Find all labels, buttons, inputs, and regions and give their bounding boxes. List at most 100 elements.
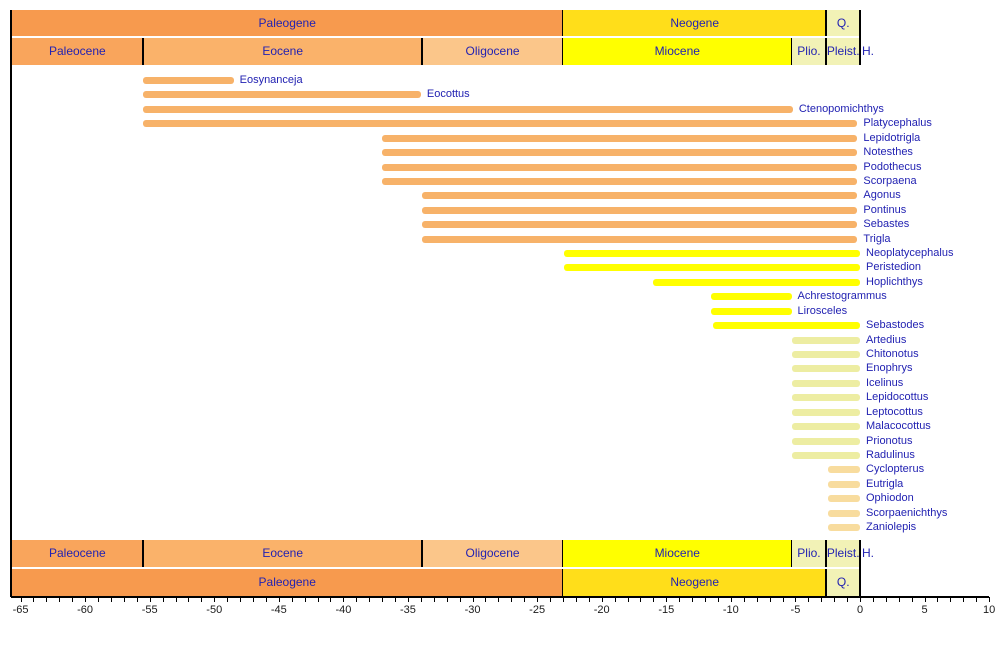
axis-tick [782, 597, 784, 602]
axis-tick-label: 5 [921, 604, 928, 616]
axis-tick [382, 597, 384, 602]
band-boundary-line [421, 540, 423, 567]
axis-tick [149, 597, 151, 602]
axis-tick [265, 597, 267, 602]
taxon-range-bar [791, 408, 860, 416]
axis-tick [369, 597, 371, 602]
epoch-bottom-band: Plio. [791, 540, 827, 567]
axis-tick [821, 597, 823, 602]
taxon-label: Cyclopterus [866, 463, 925, 476]
axis-tick [330, 597, 332, 602]
taxon-label: Platycephalus [863, 117, 932, 130]
epoch-top-band-label: Miocene [654, 44, 700, 58]
axis-tick-label: -35 [400, 604, 416, 616]
band-boundary-line [825, 569, 827, 596]
taxon-range-bar [422, 206, 858, 214]
taxon-range-bar [791, 365, 860, 373]
axis-tick-label: 0 [856, 604, 864, 616]
present-day-line-bottom [859, 540, 861, 597]
axis-tick [847, 597, 849, 602]
axis-tick [860, 597, 861, 602]
axis-tick [395, 597, 397, 602]
taxon-range-bar [422, 221, 858, 229]
epoch-top-band-label: Oligocene [465, 44, 520, 58]
taxon-label: Chitonotus [866, 347, 919, 360]
epoch-top-band: Miocene [562, 38, 792, 65]
axis-tick [989, 597, 991, 602]
axis-tick [717, 597, 719, 602]
period-top-band-label: Q. [836, 16, 850, 30]
taxon-range-bar [827, 509, 860, 517]
axis-tick-label: -20 [593, 604, 610, 616]
band-boundary-line [790, 38, 793, 65]
axis-tick [911, 597, 913, 602]
axis-tick [963, 597, 965, 602]
taxon-range-bar [143, 120, 858, 128]
taxon-label: Eosynanceja [239, 74, 303, 86]
taxon-label: Zaniolepis [866, 521, 917, 534]
axis-tick-label: -5 [790, 604, 801, 616]
period-bottom-band: Paleogene [11, 569, 563, 596]
axis-tick-label: -25 [529, 604, 546, 616]
axis-tick [343, 597, 345, 602]
axis-tick [705, 597, 707, 602]
axis-tick [356, 597, 358, 602]
axis-tick [240, 597, 242, 602]
taxon-range-bar [422, 235, 858, 243]
taxon-range-bar [791, 379, 860, 387]
period-bottom-band-label: Q. [836, 575, 850, 589]
epoch-top-band-label: Paleocene [48, 44, 106, 58]
axis-tick [33, 597, 35, 602]
axis-tick [46, 597, 48, 602]
axis-tick [123, 597, 125, 602]
period-bottom-band-label: Paleogene [258, 575, 316, 589]
epoch-top-band: Eocene [143, 38, 423, 65]
axis-tick [459, 597, 461, 602]
taxon-label: Sebastes [863, 218, 910, 231]
epoch-bottom-band: Paleocene [11, 540, 144, 567]
axis-tick [420, 597, 422, 602]
axis-tick [640, 597, 642, 602]
axis-tick [653, 597, 655, 602]
period-bottom-band: Neogene [562, 569, 827, 596]
axis-tick [692, 597, 694, 602]
axis-tick-label: -45 [270, 604, 287, 616]
taxon-label: Trigla [863, 232, 891, 245]
taxon-label: Neoplatycephalus [866, 247, 954, 260]
epoch-bottom-band: Oligocene [422, 540, 563, 567]
period-top-band-label: Neogene [670, 16, 720, 30]
axis-tick [433, 597, 435, 602]
axis-tick [614, 597, 616, 602]
band-boundary-line [825, 540, 827, 567]
period-bottom-band-label: Neogene [670, 575, 720, 589]
band-boundary-line [561, 540, 564, 567]
axis-tick [498, 597, 500, 602]
axis-tick-label: -60 [77, 604, 94, 616]
axis-tick [976, 597, 978, 602]
axis-tick [769, 597, 771, 602]
taxon-range-bar [422, 192, 858, 200]
axis-tick [666, 597, 668, 602]
axis-tick [588, 597, 590, 602]
taxon-label: Eocottus [426, 88, 470, 101]
axis-tick [291, 597, 293, 602]
epoch-top-band: Plio. [791, 38, 827, 65]
taxon-range-bar [827, 495, 860, 503]
band-boundary-line [561, 38, 564, 65]
axis-tick [72, 597, 74, 602]
axis-tick-label: -15 [658, 604, 675, 616]
taxon-range-bar [382, 177, 858, 185]
present-day-line-top [859, 10, 861, 65]
epoch-bottom-band-label: Pleist. [826, 546, 860, 560]
axis-tick [885, 597, 887, 602]
taxon-label: Leptocottus [866, 405, 923, 418]
axis-tick [304, 597, 306, 602]
taxon-label: Peristedion [866, 261, 922, 274]
axis-tick-label: -40 [335, 604, 352, 616]
taxon-label: Icelinus [866, 376, 904, 389]
epoch-bottom-band: Pleist. [826, 540, 860, 567]
taxon-label: Lepidocottus [866, 391, 929, 404]
axis-tick [937, 597, 939, 602]
period-top-band: Q. [826, 10, 860, 36]
